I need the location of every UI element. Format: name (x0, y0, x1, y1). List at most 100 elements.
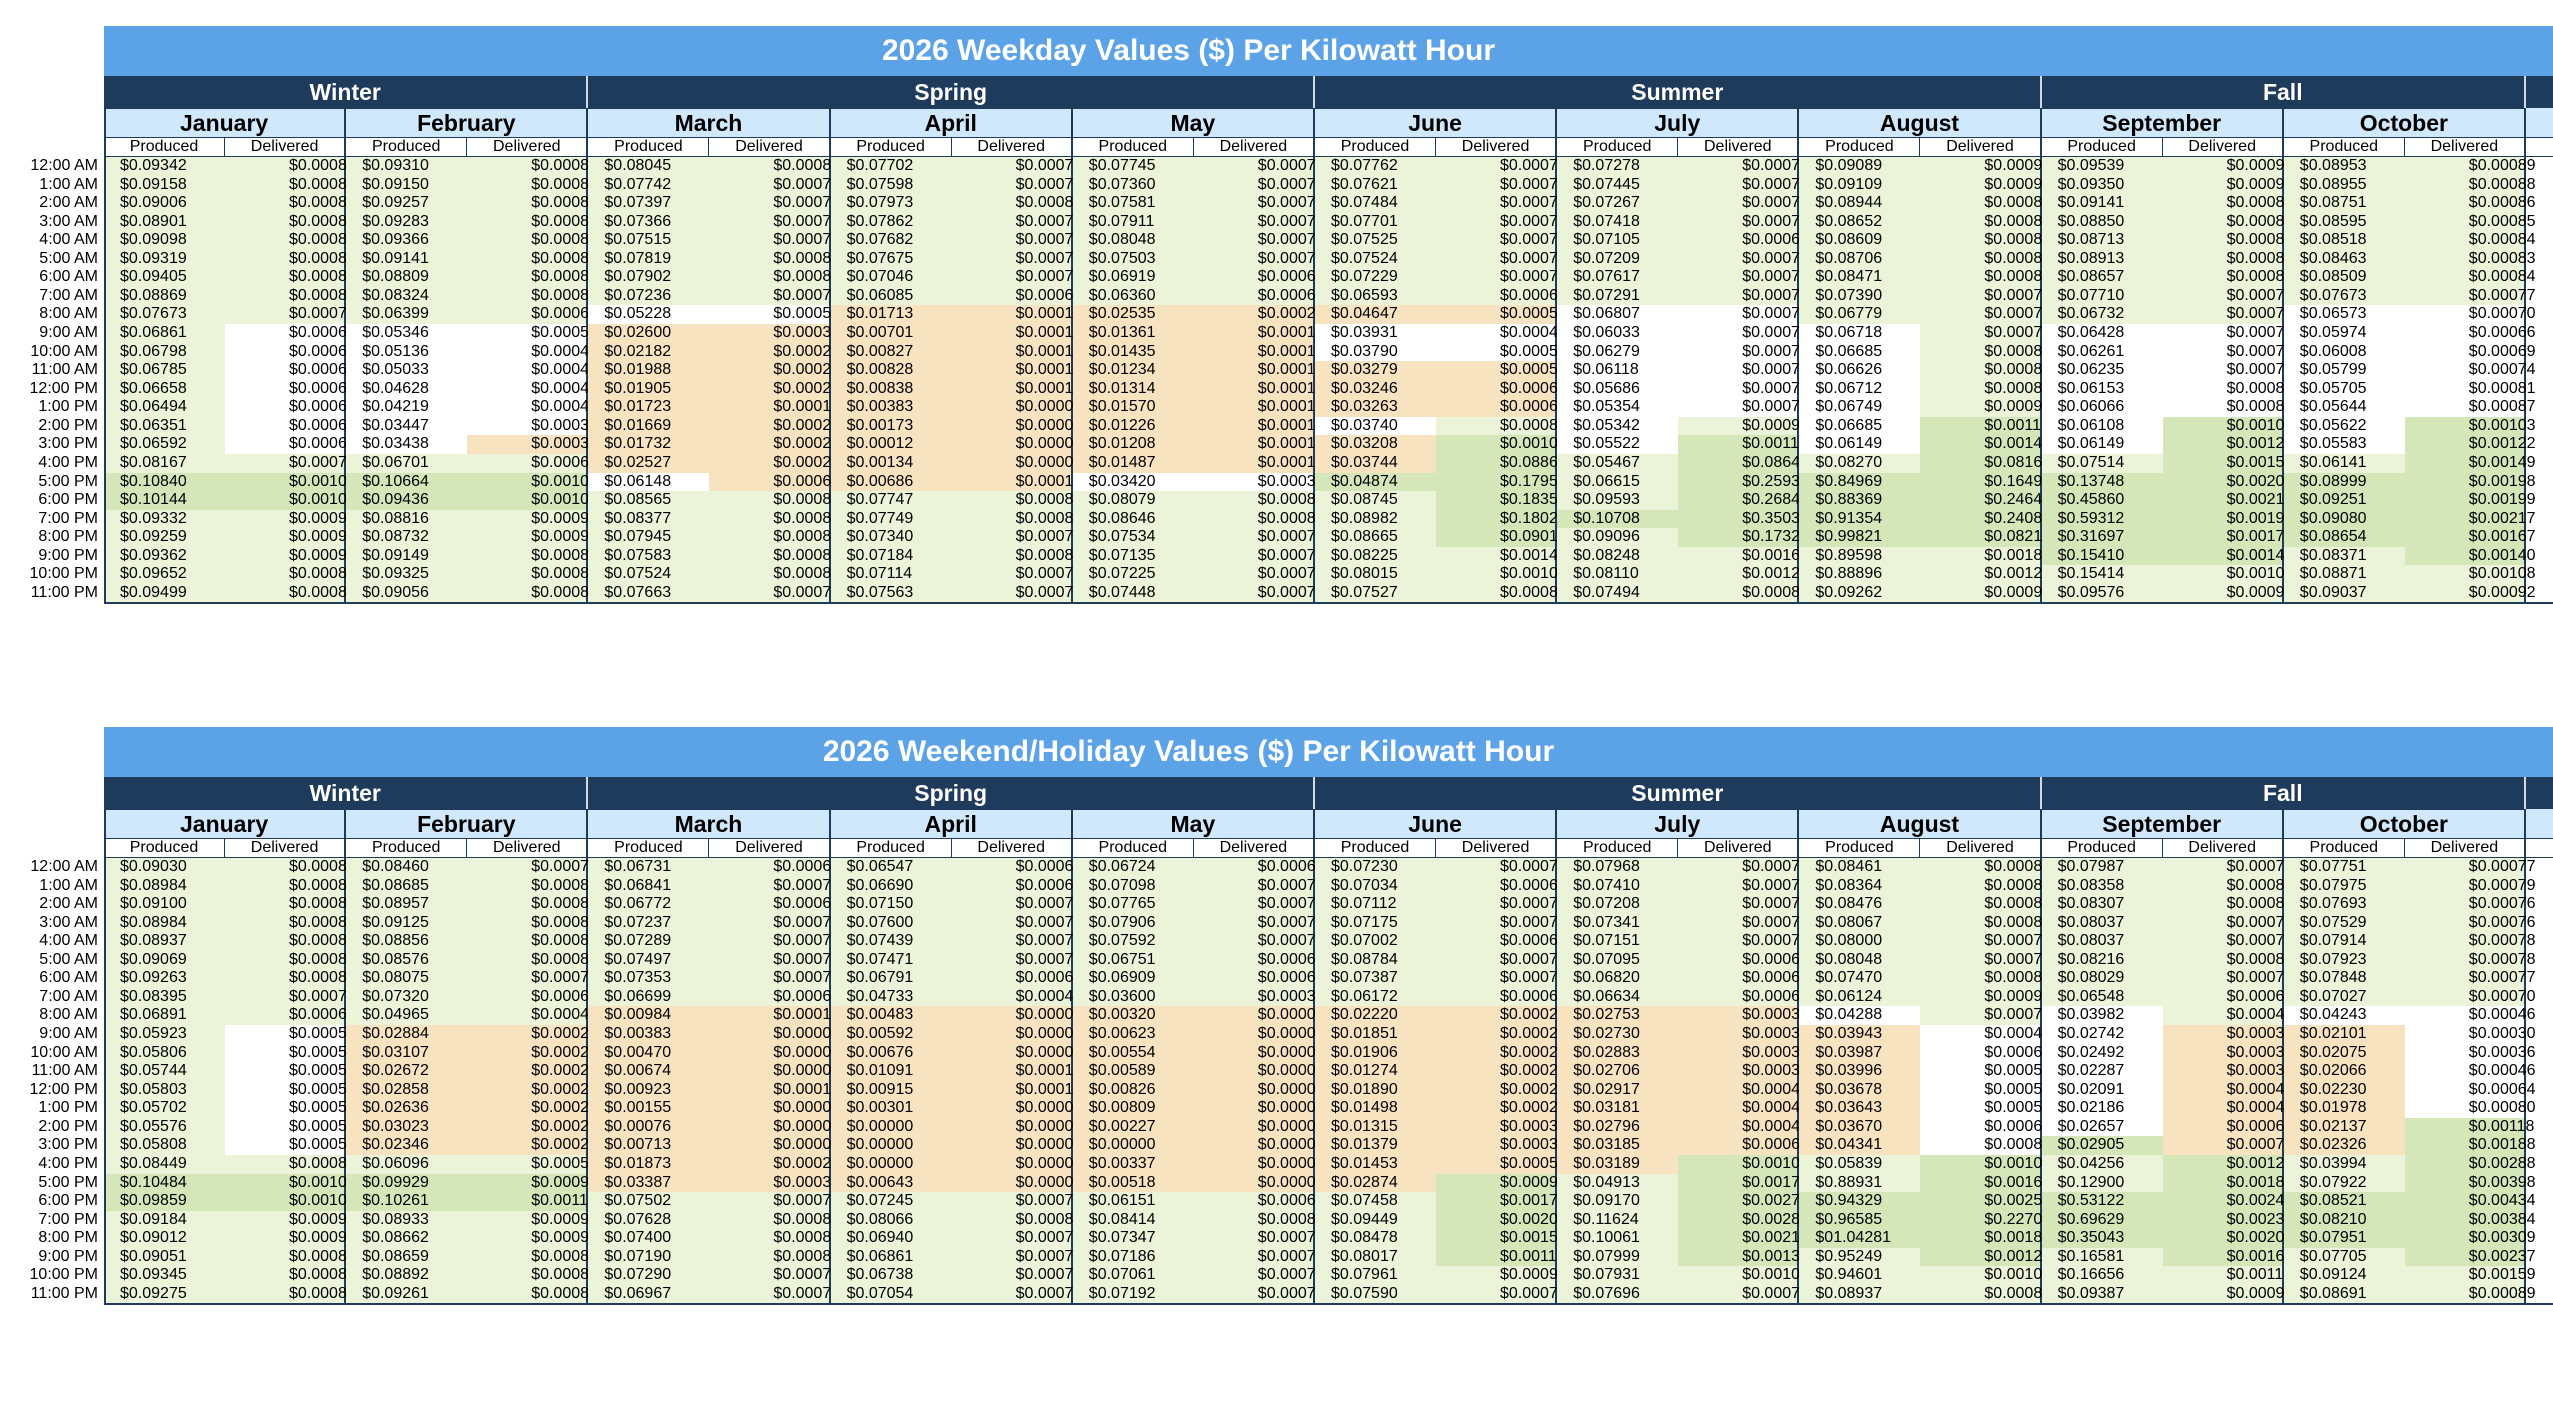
delivered-value: $0.00073 (951, 1192, 1082, 1211)
produced-value: $0.07524 (1315, 249, 1436, 269)
produced-header: Produced (104, 138, 225, 156)
produced-value: $0.06360 (1072, 286, 1194, 306)
delivered-value: $0.00044 (467, 379, 598, 399)
produced-value: $0.16581 (2041, 1247, 2163, 1267)
produced-value: $0.00713 (588, 1136, 710, 1155)
produced-value: $0.00915 (830, 1080, 952, 1100)
produced-value: $0.06718 (1799, 324, 1921, 343)
produced-value: $0.08732 (346, 528, 468, 547)
delivered-value: $0.00091 (225, 1229, 356, 1248)
delivered-value: $0.00086 (1920, 249, 2051, 269)
produced-value: $0.08037 (2041, 913, 2163, 933)
delivered-value: $0.00062 (225, 435, 356, 454)
delivered-value: $0.00076 (2404, 913, 2536, 933)
produced-value: $0.06593 (1315, 286, 1436, 306)
table-row: $0.10840 $0.00105 $0.10664 $0.00105 $0.06148… (104, 472, 2553, 492)
produced-value: $0.01669 (588, 416, 710, 436)
produced-value: $0.08937 (1799, 1284, 1921, 1304)
delivered-header: Delivered (2163, 138, 2284, 156)
delivered-value: $0.00074 (1193, 194, 1325, 213)
produced-value: $0.08377 (588, 509, 710, 529)
delivered-value: $0.00070 (2162, 324, 2293, 343)
produced-value: $0.06940 (830, 1229, 952, 1248)
delivered-value: $0.00117 (2162, 1266, 2292, 1285)
delivered-value: $0.00077 (951, 565, 1082, 584)
produced-value: $0.06279 (1557, 342, 1679, 362)
month-august: August (1799, 809, 2042, 838)
produced-value: $0.05839 (1799, 1154, 1921, 1174)
month-september: September (2041, 809, 2284, 838)
produced-header: Produced (588, 839, 710, 857)
produced-value: $0.07105 (1557, 231, 1679, 250)
produced-value: $0.03744 (1315, 453, 1436, 473)
produced-value: $0.07278 (1557, 157, 1679, 176)
produced-value: $0.08662 (346, 1229, 468, 1248)
delivered-value: $0.00105 (225, 472, 356, 492)
produced-value: $0.03023 (346, 1117, 468, 1137)
delivered-value: $0.00049 (467, 342, 598, 362)
delivered-value: $0.00004 (951, 1099, 1082, 1118)
delivered-value: $0.00013 (709, 1080, 840, 1100)
produced-value: $0.06066 (2041, 398, 2163, 417)
delivered-value: $0.00105 (1436, 435, 1567, 454)
delivered-value: $0.00074 (1678, 305, 1809, 325)
produced-value: $0.08045 (588, 157, 710, 176)
table-row: $0.06785 $0.00063 $0.05033 $0.00048 $0.01988… (104, 361, 2553, 380)
produced-value: $0.07360 (1072, 175, 1194, 195)
delivered-value: $0.00004 (709, 1025, 840, 1044)
produced-value: $0.07497 (588, 950, 710, 970)
delivered-value: $0.00064 (2404, 1080, 2536, 1100)
delivered-value: $0.25932 (1678, 472, 1809, 492)
produced-value: $0.07673 (2283, 286, 2405, 306)
produced-value: $0.13748 (2041, 472, 2163, 492)
delivered-value: $0.00081 (2404, 379, 2536, 399)
delivered-value: $0.00140 (2404, 546, 2536, 566)
hour-label: 11:00 AM (31, 1062, 98, 1080)
produced-value: $0.02091 (2041, 1080, 2163, 1100)
produced-value: $0.05467 (1557, 453, 1679, 473)
delivered-value: $0.00048 (467, 361, 598, 380)
delivered-value: $0.00081 (1920, 1136, 2051, 1155)
delivered-value: $0.00024 (1436, 1006, 1567, 1026)
hour-label: 8:00 AM (39, 1006, 98, 1024)
delivered-value: $0.09017 (1436, 528, 1567, 547)
produced-value: $0.05644 (2283, 398, 2405, 417)
table-row: $0.07673 $0.00074 $0.06399 $0.00064 $0.05228… (104, 305, 2553, 325)
delivered-value: $0.00076 (951, 913, 1082, 933)
produced-value: $0.00701 (830, 324, 952, 343)
produced-value: $0.08659 (346, 1247, 468, 1267)
delivered-value: $0.00078 (1678, 361, 1809, 380)
table-row: $0.08395 $0.00078 $0.07320 $0.00069 $0.06699… (104, 987, 2553, 1007)
delivered-value: $0.00055 (1920, 1080, 2051, 1100)
delivered-value: $0.00096 (467, 1210, 598, 1230)
produced-value: $0.09436 (346, 491, 468, 510)
produced-value: $0.06235 (2041, 361, 2163, 380)
delivered-value: $0.00188 (2404, 1136, 2536, 1155)
produced-value: $0.07701 (1315, 212, 1436, 232)
delivered-value: $0.00119 (1678, 435, 1808, 454)
delivered-value: $0.00099 (1920, 987, 2051, 1007)
delivered-value: $0.00110 (467, 1192, 597, 1211)
delivered-value: $0.00087 (467, 546, 598, 566)
delivered-value: $0.00056 (1920, 1099, 2051, 1118)
delivered-value: $0.00067 (709, 895, 840, 914)
delivered-value: $0.00115 (1920, 416, 2050, 436)
delivered-value: $0.00075 (951, 950, 1082, 970)
produced-value: $0.06141 (2283, 453, 2405, 473)
delivered-value: $0.00080 (709, 249, 840, 269)
produced-value: $0.02075 (2283, 1043, 2405, 1063)
produced-value: $0.06685 (1799, 416, 1921, 436)
hour-label: 1:00 PM (38, 1099, 98, 1117)
produced-value: $0.02884 (346, 1025, 468, 1044)
produced-value: $0.08576 (346, 950, 468, 970)
delivered-value: $0.00046 (2404, 1062, 2536, 1081)
delivered-header: Delivered (1436, 138, 1558, 156)
delivered-value: $0.00019 (1193, 342, 1325, 362)
delivered-value: $0.00434 (2404, 1192, 2536, 1211)
delivered-value: $0.00122 (2404, 435, 2536, 454)
produced-value: $0.08953 (2283, 157, 2405, 176)
produced-value: $0.15414 (2041, 565, 2163, 584)
delivered-value: $0.00062 (951, 286, 1082, 306)
produced-value: $0.00000 (830, 1154, 952, 1174)
table-row: $0.09158 $0.00087 $0.09150 $0.00086 $0.07742… (104, 175, 2553, 195)
